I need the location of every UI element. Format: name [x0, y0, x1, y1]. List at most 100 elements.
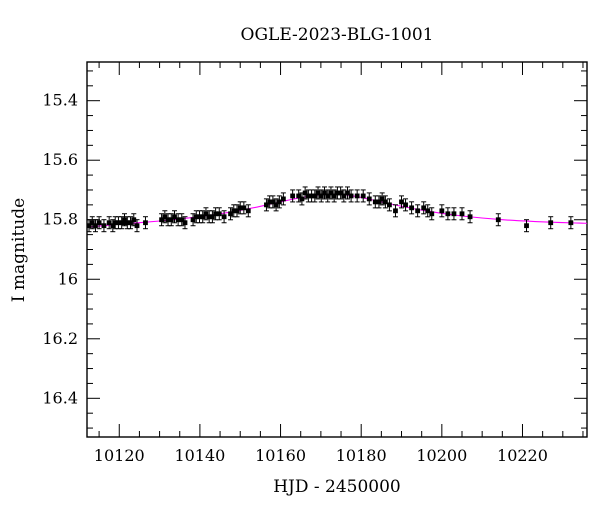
point-marker [467, 214, 473, 220]
point-marker [335, 190, 340, 196]
point-marker [459, 211, 465, 217]
point-marker [399, 199, 404, 205]
point-marker [134, 223, 140, 229]
data-point [379, 192, 385, 206]
point-marker [318, 193, 324, 199]
data-point [421, 201, 427, 215]
point-marker [200, 214, 206, 220]
point-marker [122, 217, 127, 223]
data-point [296, 189, 302, 203]
point-marker [276, 199, 282, 205]
point-marker [328, 190, 334, 196]
data-point [348, 189, 354, 203]
point-marker [93, 223, 98, 229]
point-marker [193, 214, 199, 220]
point-marker [159, 217, 164, 223]
point-marker [228, 211, 233, 217]
point-marker [162, 214, 168, 220]
data-point [263, 198, 269, 212]
data-point [270, 195, 276, 209]
data-point [409, 201, 415, 215]
point-marker [245, 208, 251, 214]
point-marker [372, 199, 378, 205]
data-point [495, 213, 501, 227]
point-marker [302, 190, 308, 196]
data-point [445, 207, 451, 221]
y-tick-label: 15.4 [42, 91, 78, 110]
data-point [341, 189, 347, 203]
data-point [142, 216, 148, 230]
point-marker [267, 199, 273, 205]
data-point [439, 204, 445, 218]
data-point [216, 207, 222, 221]
point-marker [179, 217, 185, 223]
y-tick-label: 15.6 [42, 150, 78, 169]
point-marker [325, 193, 331, 199]
point-marker [393, 208, 398, 214]
point-marker [175, 217, 181, 223]
y-tick-label: 16 [58, 269, 78, 288]
point-marker [86, 223, 92, 229]
point-marker [112, 220, 118, 226]
point-marker [345, 190, 350, 196]
data-point [122, 213, 127, 227]
point-marker [128, 220, 133, 226]
data-point [234, 204, 240, 218]
point-marker [445, 211, 451, 217]
point-marker [338, 190, 344, 196]
point-marker [309, 193, 314, 199]
chart-title: OGLE-2023-BLG-1001 [241, 25, 434, 45]
point-marker [273, 202, 279, 208]
point-marker [296, 193, 302, 199]
data-point [128, 216, 134, 230]
point-marker [341, 193, 347, 199]
point-marker [101, 223, 107, 229]
point-marker [331, 193, 337, 199]
data-point [318, 189, 324, 203]
data-point [568, 216, 574, 230]
data-point [228, 207, 234, 221]
point-marker [216, 211, 222, 217]
data-point [548, 216, 554, 230]
point-marker [264, 202, 269, 208]
point-marker [299, 196, 305, 202]
point-marker [315, 190, 321, 196]
data-point [290, 189, 296, 203]
data-point [86, 219, 92, 233]
point-marker [312, 193, 318, 199]
data-point [172, 210, 177, 224]
x-tick-label: 10200 [416, 446, 467, 465]
point-marker [237, 205, 243, 211]
point-marker [382, 199, 388, 205]
data-point [273, 198, 279, 212]
point-marker [221, 214, 227, 220]
x-tick-label: 10160 [255, 446, 306, 465]
point-marker [387, 202, 392, 208]
point-marker [89, 220, 95, 226]
data-point [96, 216, 102, 230]
point-marker [439, 208, 445, 214]
y-tick-label: 16.2 [42, 329, 78, 348]
point-marker [197, 214, 202, 220]
point-marker [280, 196, 286, 202]
data-point [162, 210, 168, 224]
point-marker [143, 220, 148, 226]
point-marker [110, 223, 116, 229]
data-point [415, 204, 421, 218]
data-point [134, 219, 140, 233]
point-marker [124, 220, 130, 226]
data-point [209, 210, 215, 224]
plot-frame [86, 61, 588, 438]
data-point [451, 207, 457, 221]
data-point [325, 189, 331, 203]
point-marker [270, 199, 276, 205]
point-marker [524, 223, 529, 229]
point-marker [305, 193, 311, 199]
data-point [110, 219, 116, 233]
data-point [328, 186, 334, 200]
point-marker [425, 208, 431, 214]
data-point [119, 216, 125, 230]
data-point [403, 198, 409, 212]
data-point [200, 210, 206, 224]
point-marker [119, 220, 125, 226]
